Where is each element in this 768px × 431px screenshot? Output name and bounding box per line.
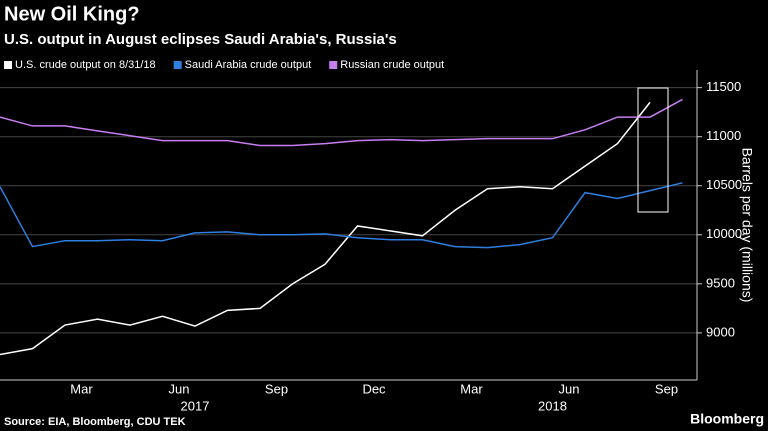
x-tick-label: Sep bbox=[655, 381, 678, 396]
legend-label: Russian crude output bbox=[340, 59, 444, 71]
year-label: 2017 bbox=[181, 398, 210, 413]
x-tick-label: Sep bbox=[265, 381, 288, 396]
x-tick-label: Jun bbox=[169, 381, 190, 396]
legend-label: Saudi Arabia crude output bbox=[185, 59, 312, 71]
chart-subtitle: U.S. output in August eclipses Saudi Ara… bbox=[4, 31, 397, 48]
series-line bbox=[0, 101, 651, 356]
series-line bbox=[0, 98, 683, 147]
y-tick-label: 11500 bbox=[706, 79, 741, 94]
legend-label: U.S. crude output on 8/31/18 bbox=[15, 59, 156, 71]
y-tick-label: 9000 bbox=[706, 324, 735, 339]
y-tick-label: 11000 bbox=[706, 128, 741, 143]
brand: Bloomberg bbox=[690, 411, 764, 427]
x-tick-label: Dec bbox=[362, 381, 386, 396]
y-axis-label: Barrels per day (millions) bbox=[739, 148, 755, 303]
y-tick-label: 10000 bbox=[706, 226, 742, 241]
source: Source: EIA, Bloomberg, CDU TEK bbox=[4, 416, 186, 428]
legend-swatch bbox=[173, 61, 182, 69]
chart-title: New Oil King? bbox=[4, 3, 140, 25]
y-tick-label: 10500 bbox=[706, 177, 742, 192]
x-tick-label: Mar bbox=[460, 381, 483, 396]
x-tick-label: Jun bbox=[559, 381, 580, 396]
x-tick-label: Mar bbox=[70, 381, 93, 396]
year-label: 2018 bbox=[538, 398, 567, 413]
legend-swatch bbox=[329, 61, 338, 69]
y-tick-label: 9500 bbox=[706, 275, 735, 290]
series-line bbox=[0, 182, 683, 249]
highlight-box bbox=[637, 87, 669, 213]
legend-swatch bbox=[4, 61, 12, 69]
